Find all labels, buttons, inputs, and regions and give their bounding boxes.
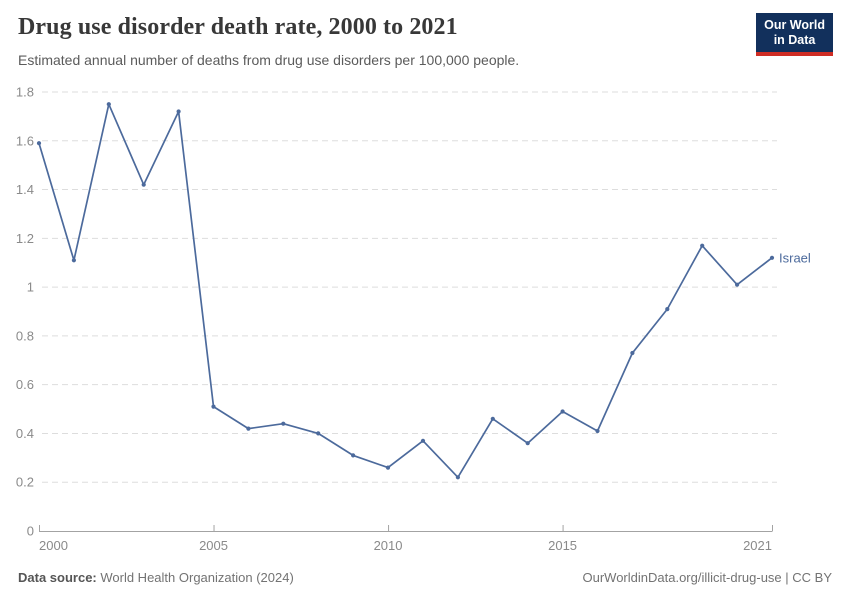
- y-axis-tick-label: 1: [27, 280, 34, 295]
- chart-subtitle: Estimated annual number of deaths from d…: [18, 52, 520, 68]
- y-axis-tick-label: 0.4: [16, 426, 34, 441]
- data-source-value: World Health Organization (2024): [96, 570, 294, 585]
- data-line-israel[interactable]: [38, 103, 773, 479]
- credit-link[interactable]: OurWorldinData.org/illicit-drug-use | CC…: [582, 570, 833, 585]
- data-point[interactable]: [36, 141, 42, 146]
- data-point[interactable]: [420, 438, 426, 443]
- owid-logo-line1: Our World: [764, 18, 825, 32]
- page-title: Drug use disorder death rate, 2000 to 20…: [18, 14, 458, 40]
- owid-logo[interactable]: Our World in Data: [756, 13, 833, 56]
- owid-logo-line2: in Data: [773, 32, 816, 47]
- x-axis-tick-label: 2000: [39, 538, 68, 553]
- x-axis-tick-label: 2021: [743, 538, 772, 553]
- x-axis-tick-label: 2005: [199, 538, 228, 553]
- data-point[interactable]: [630, 350, 635, 356]
- x-axis-tick-label: 2010: [374, 538, 403, 553]
- data-point[interactable]: [176, 109, 181, 114]
- data-source: Data source: World Health Organization (…: [18, 570, 294, 585]
- data-point[interactable]: [560, 409, 565, 414]
- y-axis-tick-label: 1.8: [16, 85, 34, 100]
- data-point[interactable]: [106, 102, 111, 107]
- data-point[interactable]: [316, 431, 321, 436]
- data-point[interactable]: [455, 475, 460, 480]
- y-axis-tick-label: 0.2: [16, 475, 34, 490]
- data-point[interactable]: [769, 255, 775, 260]
- chart-footer: Data source: World Health Organization (…: [18, 570, 832, 585]
- x-axis-tick-label: 2015: [548, 538, 577, 553]
- y-axis-tick-label: 0.6: [16, 377, 34, 392]
- data-point[interactable]: [525, 441, 530, 446]
- series-label-israel[interactable]: Israel: [779, 250, 811, 265]
- y-axis-tick-label: 0.8: [16, 328, 34, 343]
- data-point[interactable]: [595, 428, 600, 434]
- y-axis-tick-label: 1.4: [16, 182, 34, 197]
- y-axis-tick-label: 1.6: [16, 133, 34, 148]
- data-point[interactable]: [665, 307, 670, 312]
- data-point[interactable]: [281, 421, 286, 426]
- data-point[interactable]: [700, 243, 705, 248]
- data-point[interactable]: [385, 465, 391, 470]
- data-point[interactable]: [490, 416, 495, 421]
- data-point[interactable]: [71, 258, 76, 263]
- data-source-label: Data source:: [18, 570, 97, 585]
- data-point[interactable]: [351, 453, 356, 458]
- data-point[interactable]: [246, 426, 251, 431]
- data-point[interactable]: [735, 282, 740, 287]
- data-point[interactable]: [211, 404, 216, 409]
- y-axis-tick-label: 1.2: [16, 231, 34, 246]
- y-axis-tick-label: 0: [27, 524, 34, 539]
- data-point[interactable]: [141, 182, 146, 187]
